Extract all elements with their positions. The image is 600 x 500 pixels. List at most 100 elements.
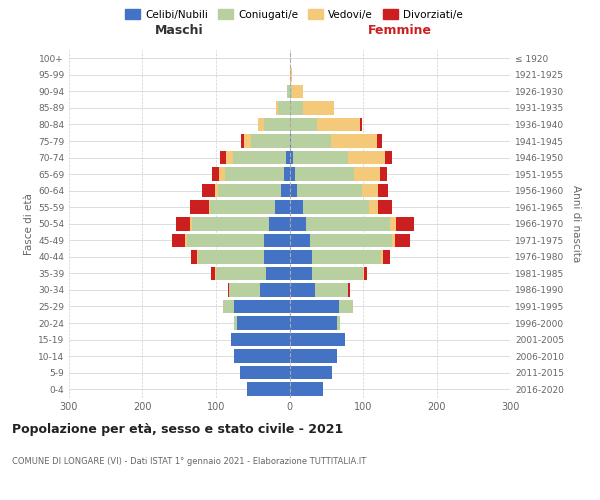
Bar xyxy=(290,366,332,380)
Bar xyxy=(290,151,293,164)
Bar xyxy=(278,101,290,114)
Bar xyxy=(215,266,216,280)
Bar xyxy=(192,217,269,230)
Bar xyxy=(369,200,378,214)
Bar xyxy=(290,168,295,181)
Bar xyxy=(185,234,187,247)
Bar xyxy=(390,217,396,230)
Bar xyxy=(235,300,290,314)
Legend: Celibi/Nubili, Coniugati/e, Vedovi/e, Divorziati/e: Celibi/Nubili, Coniugati/e, Vedovi/e, Di… xyxy=(121,5,467,24)
Bar xyxy=(340,300,353,314)
Bar xyxy=(290,84,292,98)
Bar xyxy=(276,101,278,114)
Bar xyxy=(212,168,219,181)
Bar xyxy=(311,266,363,280)
Bar xyxy=(383,250,390,264)
Bar xyxy=(215,184,218,198)
Bar xyxy=(290,101,303,114)
Bar xyxy=(241,134,244,148)
Bar xyxy=(362,184,378,198)
Bar xyxy=(380,168,387,181)
Bar xyxy=(392,234,395,247)
Bar xyxy=(364,266,367,280)
Bar xyxy=(226,151,233,164)
Bar xyxy=(348,151,385,164)
Bar xyxy=(377,134,382,148)
Y-axis label: Anni di nascita: Anni di nascita xyxy=(571,185,581,262)
Bar xyxy=(290,217,305,230)
Bar xyxy=(290,134,291,148)
Bar xyxy=(176,217,190,230)
Bar xyxy=(382,250,383,264)
Bar xyxy=(378,200,392,214)
Bar xyxy=(218,184,281,198)
Bar xyxy=(303,101,334,114)
Bar xyxy=(264,234,290,247)
Bar xyxy=(190,217,192,230)
Bar xyxy=(220,151,226,164)
Bar xyxy=(216,266,266,280)
Text: COMUNE DI LONGARE (VI) - Dati ISTAT 1° gennaio 2021 - Elaborazione TUTTITALIA.IT: COMUNE DI LONGARE (VI) - Dati ISTAT 1° g… xyxy=(12,458,366,466)
Bar xyxy=(315,283,348,296)
Bar xyxy=(290,184,297,198)
Bar xyxy=(235,316,236,330)
Bar xyxy=(290,350,337,363)
Bar xyxy=(396,217,415,230)
Bar xyxy=(337,316,340,330)
Bar xyxy=(292,84,303,98)
Bar xyxy=(223,300,235,314)
Bar xyxy=(269,217,290,230)
Bar xyxy=(264,250,290,264)
Text: Popolazione per età, sesso e stato civile - 2021: Popolazione per età, sesso e stato civil… xyxy=(12,422,343,436)
Bar xyxy=(290,200,303,214)
Bar xyxy=(236,316,290,330)
Bar xyxy=(260,283,290,296)
Bar xyxy=(378,184,388,198)
Bar xyxy=(291,134,331,148)
Bar xyxy=(290,300,340,314)
Bar xyxy=(303,200,369,214)
Bar xyxy=(286,151,290,164)
Bar xyxy=(197,250,264,264)
Bar xyxy=(287,84,290,98)
Bar xyxy=(290,266,311,280)
Bar xyxy=(225,168,284,181)
Bar xyxy=(219,168,225,181)
Bar xyxy=(290,118,317,131)
Bar xyxy=(311,250,382,264)
Y-axis label: Fasce di età: Fasce di età xyxy=(24,193,34,254)
Bar xyxy=(281,184,290,198)
Text: Femmine: Femmine xyxy=(368,24,432,37)
Bar xyxy=(293,151,348,164)
Bar xyxy=(295,168,354,181)
Bar xyxy=(202,184,215,198)
Bar xyxy=(229,283,260,296)
Bar xyxy=(310,234,392,247)
Bar xyxy=(290,250,311,264)
Bar xyxy=(385,151,392,164)
Bar xyxy=(297,184,362,198)
Bar xyxy=(191,250,197,264)
Bar xyxy=(209,200,210,214)
Bar xyxy=(210,200,275,214)
Bar xyxy=(331,134,377,148)
Bar xyxy=(284,168,290,181)
Bar xyxy=(251,134,290,148)
Bar xyxy=(244,134,251,148)
Bar xyxy=(290,283,315,296)
Bar xyxy=(290,234,310,247)
Bar xyxy=(317,118,360,131)
Bar xyxy=(235,350,290,363)
Bar xyxy=(239,366,290,380)
Bar xyxy=(190,200,209,214)
Bar xyxy=(264,118,290,131)
Bar xyxy=(290,333,344,346)
Bar xyxy=(348,283,350,296)
Bar xyxy=(395,234,410,247)
Bar xyxy=(247,382,290,396)
Bar xyxy=(290,68,292,82)
Bar xyxy=(233,151,286,164)
Text: Maschi: Maschi xyxy=(155,24,203,37)
Bar xyxy=(290,382,323,396)
Bar xyxy=(360,118,362,131)
